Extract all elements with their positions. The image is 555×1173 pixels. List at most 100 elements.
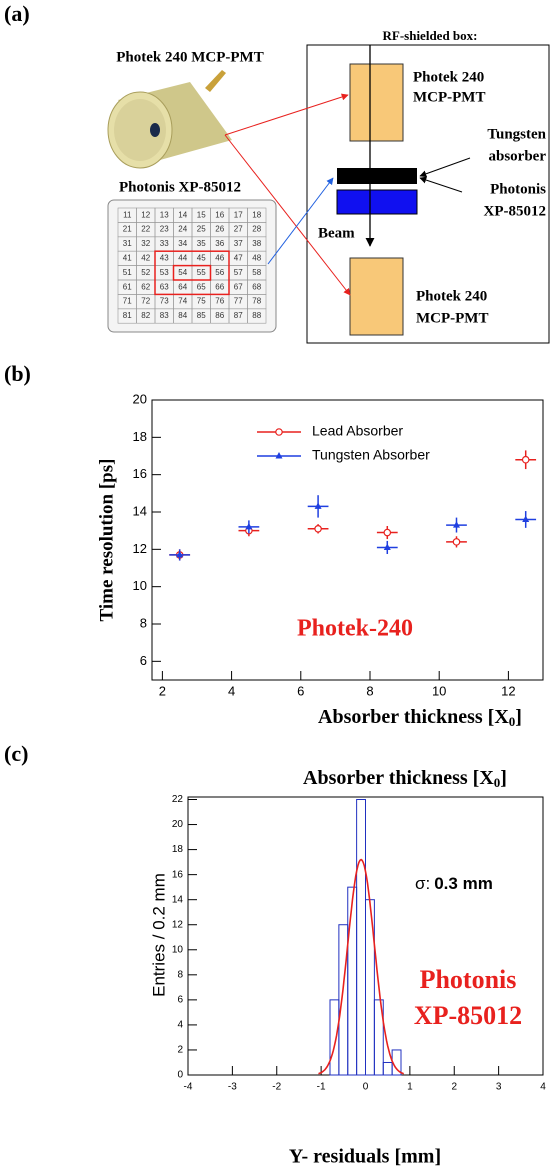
- x-tick-label: 6: [297, 683, 304, 698]
- plot-frame: [151, 399, 544, 681]
- pixel-label: 11: [123, 210, 132, 219]
- pixel-label: 26: [215, 225, 224, 234]
- title-part: 0: [494, 775, 501, 790]
- pixel-label: 16: [215, 210, 224, 219]
- pixel-label: 25: [197, 225, 206, 234]
- pixel-label: 53: [160, 268, 169, 277]
- pixel-label: 58: [252, 268, 261, 277]
- panel-label: (c): [4, 741, 28, 766]
- pixel-label: 15: [197, 210, 206, 219]
- pixel-label: 75: [197, 297, 206, 306]
- pixel-label: 77: [234, 297, 243, 306]
- point: [522, 515, 530, 522]
- pixel-label: 76: [215, 297, 224, 306]
- y-tick-label: 8: [140, 615, 147, 630]
- legend-marker: [275, 452, 283, 459]
- pixel-label: 57: [234, 268, 243, 277]
- x-tick-label: 12: [501, 683, 515, 698]
- pixel-label: 84: [178, 311, 187, 320]
- x-tick-label: -2: [272, 1082, 281, 1093]
- x-tick-label: -3: [228, 1082, 237, 1093]
- y-tick-label: 4: [177, 1020, 183, 1031]
- arrow: [419, 157, 471, 178]
- y-tick-label: 8: [177, 969, 183, 980]
- pixel-grid: 11 12 13 14 15 16 17 18 21 22 23 24 25 26 27 28 31 32 33 34…: [117, 207, 267, 324]
- pixel-label: 14: [178, 210, 187, 219]
- pixel-label: 87: [234, 311, 243, 320]
- pixel-label: 44: [178, 254, 187, 263]
- absorber-label: Tungsten: [487, 126, 546, 142]
- y-tick-label: 18: [133, 429, 147, 444]
- legend-label: Tungsten Absorber: [312, 447, 430, 463]
- pixel-label: 65: [197, 282, 206, 291]
- pixel-label: 86: [215, 311, 224, 320]
- pixel-label: 71: [123, 297, 132, 306]
- fit-curve: [318, 858, 404, 1075]
- title-part: ]: [500, 767, 507, 789]
- title-part: Absorber thickness [X: [303, 767, 494, 789]
- y-axis-label: Entries / 0.2 mm: [149, 873, 168, 997]
- pixel-label: 23: [160, 225, 169, 234]
- arrow: [224, 134, 351, 296]
- pixel-label: 38: [252, 239, 261, 248]
- histogram-bar: [382, 1061, 393, 1076]
- point: [383, 543, 391, 550]
- pixel-label: 27: [234, 225, 243, 234]
- pixel-label: 36: [215, 239, 224, 248]
- pixel-label: 33: [160, 239, 169, 248]
- pmt-bottom-label: MCP-PMT: [416, 310, 488, 326]
- y-tick-label: 12: [133, 541, 147, 556]
- pixel-label: 18: [252, 210, 261, 219]
- y-tick-label: 6: [177, 995, 183, 1006]
- point: [245, 522, 253, 530]
- pixel-label: 51: [123, 268, 132, 277]
- y-tick-label: 22: [172, 794, 184, 805]
- absorber-label: absorber: [489, 148, 547, 164]
- x-tick-label: 2: [159, 683, 166, 698]
- pixel-label: 46: [215, 254, 224, 263]
- xlabel-part: Absorber thickness [X: [318, 706, 509, 728]
- pmt-label: Photek 240 MCP-PMT: [116, 49, 263, 65]
- axis-label: Absorber thickness [X0]: [303, 767, 507, 790]
- sigma-label: σ: 0.3 mm: [415, 874, 493, 893]
- pixel-label: 82: [141, 311, 150, 320]
- panel-label: (b): [4, 361, 31, 386]
- pixel: [247, 308, 267, 324]
- arrow: [419, 176, 463, 193]
- pixel-label: 12: [141, 210, 150, 219]
- annotation: XP-85012: [414, 1001, 522, 1030]
- pixel-label: 28: [252, 225, 261, 234]
- pixel-label: 52: [141, 268, 150, 277]
- pixel-label: 61: [123, 282, 132, 291]
- y-tick-label: 16: [133, 466, 147, 481]
- x-tick-label: 1: [407, 1082, 413, 1093]
- x-tick-label: -4: [184, 1082, 193, 1093]
- pixel-label: 64: [178, 282, 187, 291]
- legend-marker: [275, 428, 283, 436]
- y-tick-label: 14: [133, 503, 147, 518]
- sigma-value: 0.3 mm: [434, 874, 493, 893]
- arrow: [224, 93, 349, 136]
- pixel-label: 83: [160, 311, 169, 320]
- annotation: Photonis: [420, 965, 517, 994]
- pixel-label: 21: [123, 225, 132, 234]
- point: [452, 521, 460, 528]
- point: [314, 524, 322, 533]
- legend-label: Lead Absorber: [312, 423, 403, 439]
- pixel-label: 45: [197, 254, 206, 263]
- pmt-top-label: MCP-PMT: [413, 89, 485, 105]
- x-tick-label: 3: [496, 1082, 502, 1093]
- y-tick-label: 16: [172, 869, 184, 880]
- y-tick-label: 10: [133, 578, 147, 593]
- arrow: [267, 177, 334, 265]
- pixel-label: 68: [252, 282, 261, 291]
- pmt-top: [349, 63, 404, 142]
- axis-label: Absorber thickness [X0]: [318, 706, 522, 729]
- histogram-bar: [373, 999, 384, 1076]
- beam-label: Beam: [318, 225, 355, 241]
- y-tick-label: 0: [177, 1070, 183, 1081]
- y-tick-label: 18: [172, 844, 184, 855]
- photonis-label: XP-85012: [484, 203, 547, 219]
- pixel-label: 24: [178, 225, 187, 234]
